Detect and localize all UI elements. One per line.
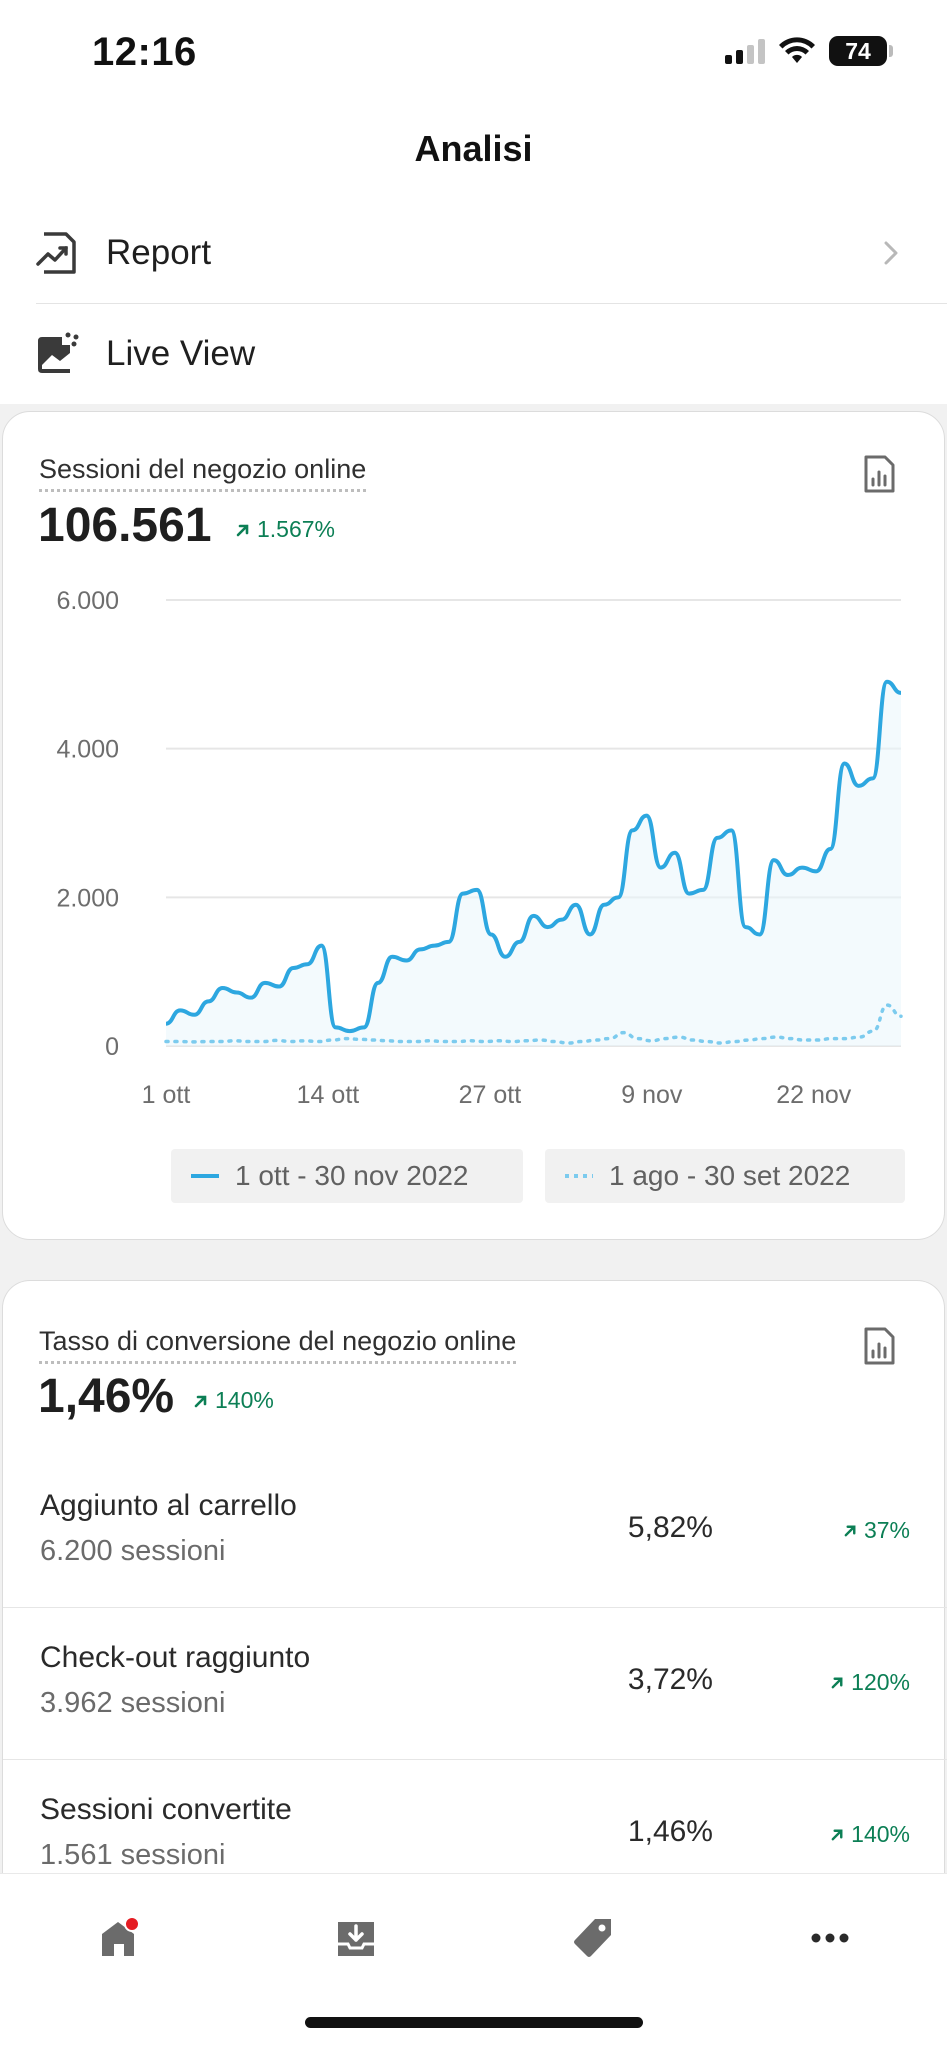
sessions-delta: 1.567% [235, 516, 335, 543]
report-chart-icon [36, 232, 76, 274]
row-sessions: 6.200 sessioni [40, 1535, 226, 1567]
row-delta: 140% [830, 1821, 910, 1848]
card-title[interactable]: Tasso di conversione del negozio online [39, 1326, 517, 1364]
list-item[interactable]: Check-out raggiunto 3.962 sessioni 3,72%… [3, 1641, 947, 1791]
row-sessions: 1.561 sessioni [40, 1839, 226, 1871]
report-icon[interactable] [861, 1326, 897, 1366]
row-delta: 37% [843, 1517, 910, 1544]
x-tick-label: 9 nov [621, 1081, 683, 1109]
list-item[interactable]: Aggiunto al carrello 6.200 sessioni 5,82… [3, 1489, 947, 1639]
y-tick-label: 0 [105, 1033, 119, 1061]
y-tick-label: 4.000 [56, 736, 119, 764]
legend-item-previous[interactable]: 1 ago - 30 set 2022 [545, 1149, 905, 1203]
sessions-line-chart: 6.000 4.000 2.000 0 1 ott 14 ott 27 ott 9 nov 22… [56, 587, 903, 1109]
notification-dot [124, 1916, 140, 1932]
status-bar: 12:16 74 [0, 0, 947, 105]
tab-orders[interactable] [326, 1908, 386, 1968]
legend-label: 1 ago - 30 set 2022 [609, 1160, 851, 1191]
live-view-icon [38, 332, 79, 373]
page-title: Analisi [414, 128, 533, 169]
row-sessions: 3.962 sessioni [40, 1687, 226, 1719]
x-tick-label: 27 ott [459, 1081, 522, 1109]
battery-level: 74 [845, 37, 871, 64]
y-tick-label: 6.000 [56, 587, 119, 615]
delta-value: 120% [851, 1669, 910, 1695]
menu-item-label: Report [106, 233, 212, 272]
row-percent: 1,46% [627, 1815, 713, 1848]
row-divider [3, 1759, 947, 1760]
card-title[interactable]: Sessioni del negozio online [39, 454, 367, 492]
delta-value: 1.567% [257, 516, 336, 542]
y-tick-label: 2.000 [56, 884, 119, 912]
sessions-total: 106.561 [38, 499, 212, 552]
signal-icon [725, 38, 765, 64]
tab-home[interactable] [90, 1908, 150, 1968]
row-name: Check-out raggiunto [40, 1641, 311, 1674]
row-name: Sessioni convertite [40, 1793, 292, 1826]
arrow-up-right-icon [831, 1677, 843, 1689]
conversion-rate: 1,46% [38, 1370, 175, 1423]
arrow-up-right-icon [236, 524, 249, 536]
wifi-icon [779, 37, 815, 63]
sessions-card[interactable]: Sessioni del negozio online 106.561 1.56… [2, 411, 945, 1240]
dotted-line-swatch [565, 1174, 593, 1178]
legend-label: 1 ott - 30 nov 2022 [235, 1160, 469, 1191]
battery-icon: 74 [829, 36, 893, 66]
row-name: Aggiunto al carrello [40, 1489, 297, 1522]
status-icons: 74 [725, 36, 893, 66]
tab-products[interactable] [563, 1908, 623, 1968]
more-icon [811, 1933, 849, 1943]
status-time: 12:16 [92, 30, 197, 74]
row-percent: 3,72% [627, 1663, 713, 1696]
row-delta: 120% [830, 1669, 910, 1696]
x-tick-label: 22 nov [776, 1081, 852, 1109]
tab-more[interactable] [800, 1908, 860, 1968]
series-area [166, 681, 901, 1046]
row-percent: 5,82% [627, 1511, 713, 1544]
conversion-card[interactable]: Tasso di conversione del negozio online … [2, 1280, 947, 1940]
home-indicator [305, 2017, 643, 2028]
x-tick-label: 14 ott [297, 1081, 360, 1109]
home-icon [102, 1916, 140, 1956]
x-tick-label: 1 ott [142, 1081, 191, 1109]
series-line-current [165, 679, 902, 1034]
delta-value: 140% [851, 1821, 910, 1847]
report-icon[interactable] [861, 454, 897, 494]
orders-inbox-icon [338, 1922, 374, 1956]
arrow-up-right-icon [831, 1829, 843, 1841]
menu-divider [36, 303, 947, 304]
list-item[interactable]: Sessioni convertite 1.561 sessioni 1,46%… [3, 1793, 947, 1893]
menu-item-label: Live View [106, 334, 256, 373]
legend-item-current[interactable]: 1 ott - 30 nov 2022 [171, 1149, 523, 1203]
menu-item-report[interactable]: Report [0, 203, 947, 303]
arrow-up-right-icon [844, 1525, 856, 1537]
chevron-right-icon [884, 241, 898, 265]
series-line-previous [164, 1003, 903, 1045]
delta-value: 37% [863, 1517, 910, 1543]
products-tag-icon [574, 1919, 611, 1957]
delta-value: 140% [215, 1387, 274, 1413]
solid-line-swatch [191, 1174, 219, 1178]
arrow-up-right-icon [194, 1395, 207, 1407]
row-divider [3, 1607, 947, 1608]
menu-item-live-view[interactable]: Live View [0, 304, 947, 404]
conversion-delta: 140% [193, 1387, 274, 1414]
